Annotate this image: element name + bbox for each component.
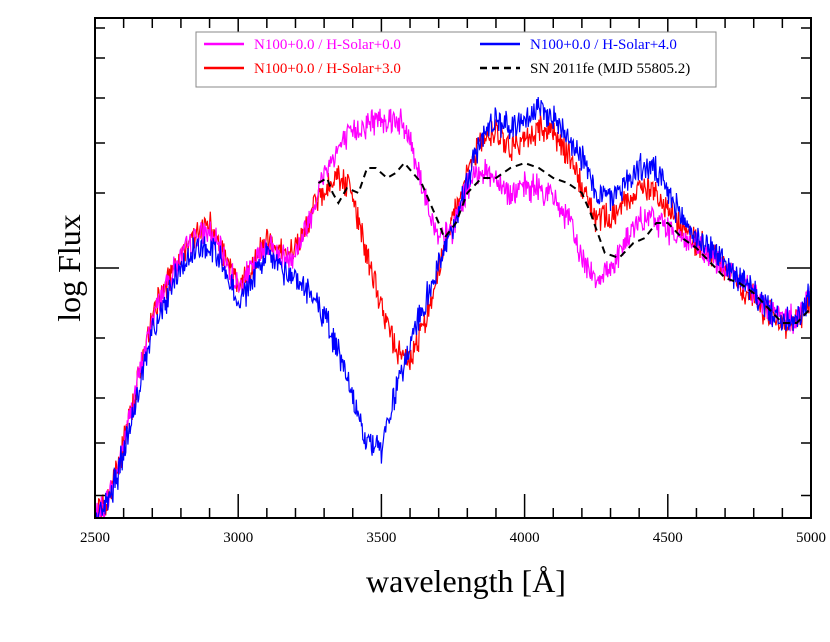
x-tick-label: 3500 <box>366 530 396 546</box>
legend-label-3: N100+0.0 / H-Solar+4.0 <box>530 37 677 53</box>
x-tick-label: 5000 <box>796 530 826 546</box>
series-line-1 <box>95 108 811 518</box>
x-tick-label: 4500 <box>653 530 683 546</box>
series-line-2 <box>96 114 811 518</box>
series-line-3 <box>95 96 811 518</box>
series-layer <box>95 96 811 518</box>
legend-box <box>195 31 717 88</box>
legend-label-1: N100+0.0 / H-Solar+0.0 <box>254 37 401 53</box>
legend-label-4: SN 2011fe (MJD 55805.2) <box>530 61 690 77</box>
legend-label-2: N100+0.0 / H-Solar+3.0 <box>254 61 401 77</box>
tick-layer: 2500 3000 3500 4000 4500 5000 <box>80 18 826 546</box>
x-tick-label: 4000 <box>510 530 540 546</box>
y-axis-label: log Flux <box>51 214 87 322</box>
plot-frame <box>94 17 812 519</box>
x-tick-label: 3000 <box>223 530 253 546</box>
legend: N100+0.0 / H-Solar+0.0 N100+0.0 / H-Solar… <box>195 31 717 88</box>
x-axis-label: wavelength [Å] <box>366 563 566 599</box>
series-line-4 <box>317 161 811 324</box>
x-tick-label: 2500 <box>80 530 110 546</box>
